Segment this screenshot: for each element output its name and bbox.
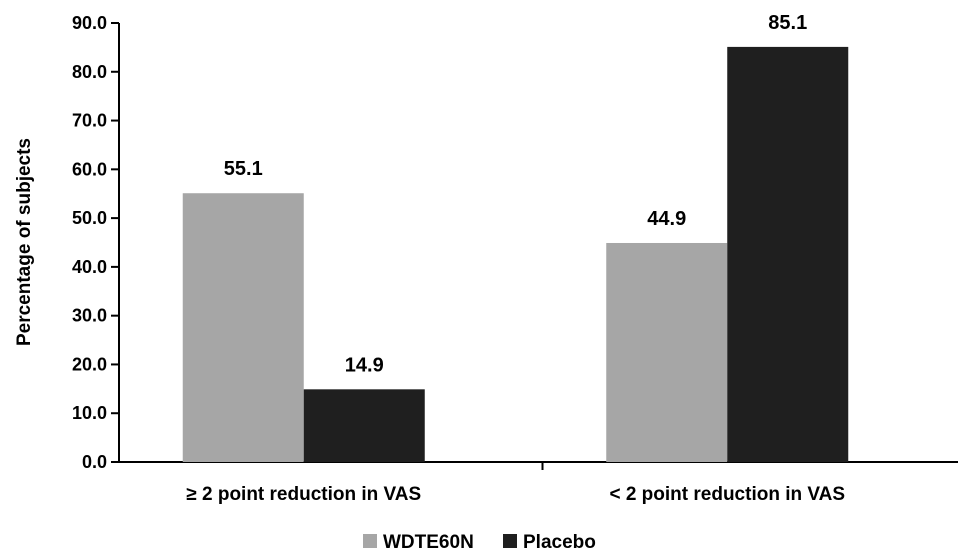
bar-placebo xyxy=(303,389,425,462)
y-tick-label: 40.0 xyxy=(72,257,107,277)
legend-label: WDTE60N xyxy=(383,532,474,553)
bar-value-label: 14.9 xyxy=(345,354,384,376)
y-tick-label: 50.0 xyxy=(72,208,107,228)
y-axis-title: Percentage of subjects xyxy=(14,138,35,346)
x-axis: ≥ 2 point reduction in VAS < 2 point redu… xyxy=(119,461,958,505)
x-category-label: ≥ 2 point reduction in VAS xyxy=(186,484,421,505)
x-category-label: < 2 point reduction in VAS xyxy=(609,484,845,505)
y-tick-label: 60.0 xyxy=(72,159,107,179)
legend-swatch xyxy=(363,534,377,548)
y-tick-label: 0.0 xyxy=(82,452,107,472)
bar-wdte60n xyxy=(182,193,304,463)
bars xyxy=(182,46,849,463)
bar-placebo xyxy=(727,46,849,462)
bar-value-label: 55.1 xyxy=(224,158,263,180)
bar-value-label: 44.9 xyxy=(647,208,686,230)
y-tick-label: 90.0 xyxy=(72,13,107,33)
y-tick-label: 30.0 xyxy=(72,306,107,326)
y-tick-label: 20.0 xyxy=(72,354,107,374)
y-tick-label: 80.0 xyxy=(72,62,107,82)
y-tick-label: 70.0 xyxy=(72,111,107,131)
legend: WDTE60N Placebo xyxy=(363,532,596,553)
bar-value-label: 85.1 xyxy=(768,12,807,34)
y-axis: 0.0 10.0 20.0 30.0 40.0 50.0 60.0 70.0 80.0 90.0 xyxy=(72,13,120,472)
y-tick-label: 10.0 xyxy=(72,403,107,423)
legend-label: Placebo xyxy=(523,532,596,553)
bar-wdte60n xyxy=(606,242,728,462)
data-labels: 55.1 14.9 44.9 85.1 xyxy=(224,12,807,376)
legend-swatch xyxy=(503,534,517,548)
